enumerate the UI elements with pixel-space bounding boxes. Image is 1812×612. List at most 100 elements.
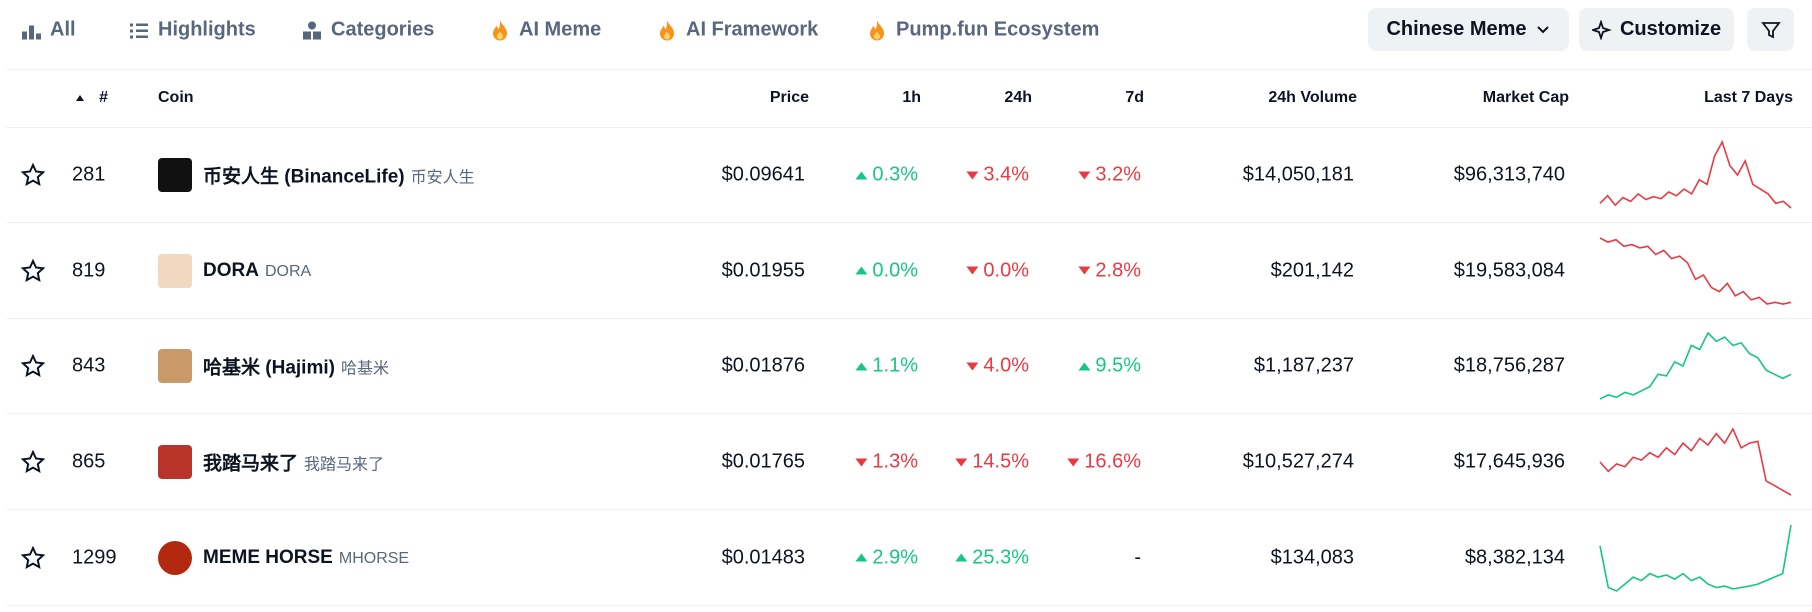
column-header: Last 7 Days — [1704, 89, 1793, 106]
change-value: - — [1134, 546, 1141, 569]
coin-name-cell[interactable]: MEME HORSE MHORSE — [203, 547, 409, 569]
filter-button[interactable] — [1747, 8, 1794, 51]
coin-name-cell[interactable]: 我踏马来了 我踏马来了 — [203, 449, 384, 476]
change-value: 2.8% — [1095, 259, 1141, 282]
row-divider — [6, 604, 1812, 606]
tab-icon — [22, 25, 41, 39]
sparkline-path — [1599, 236, 1792, 305]
tab[interactable]: AI Meme — [489, 19, 601, 42]
dropdown-label: Chinese Meme — [1386, 18, 1527, 40]
rank: 843 — [72, 354, 106, 377]
customize-button[interactable]: Customize — [1579, 8, 1734, 51]
coin-name: 哈基米 (Hajimi) — [203, 357, 335, 379]
star-icon[interactable] — [21, 545, 45, 570]
volume: $1,187,237 — [1253, 354, 1354, 377]
category-dropdown[interactable]: Chinese Meme — [1368, 8, 1569, 51]
change-arrow — [966, 171, 979, 179]
change-value: 0.0% — [872, 259, 918, 282]
sort-arrow[interactable] — [75, 93, 85, 103]
percent-change: 9.5% — [1078, 355, 1141, 378]
tab-label: Pump.fun Ecosystem — [896, 18, 1100, 41]
button-label: Customize — [1619, 18, 1722, 40]
market-cap: $19,583,084 — [1453, 259, 1565, 282]
change-value: 1.3% — [872, 450, 918, 473]
change-arrow — [955, 553, 968, 562]
sparkline — [1599, 140, 1792, 209]
header-divider — [6, 69, 1812, 70]
chevron — [1536, 25, 1549, 33]
column-header: 24h — [1004, 89, 1032, 106]
coin-symbol: 哈基米 — [340, 360, 389, 378]
change-arrow — [1078, 362, 1091, 371]
volume: $134,083 — [1270, 546, 1354, 569]
percent-change: 0.0% — [966, 259, 1029, 282]
change-value: 3.2% — [1095, 163, 1141, 186]
tab[interactable]: Highlights — [128, 19, 256, 42]
coin-icon — [158, 349, 192, 384]
coin-name-cell[interactable]: 哈基米 (Hajimi) 哈基米 — [203, 353, 389, 380]
sparkle-icon — [1591, 19, 1612, 40]
coin-name: 我踏马来了 — [203, 453, 299, 475]
star-icon[interactable] — [21, 354, 45, 378]
column-header: 7d — [1125, 89, 1144, 106]
tab[interactable]: Categories — [301, 19, 434, 42]
tab-label: AI Framework — [686, 18, 819, 41]
coin-name-cell[interactable]: DORA DORA — [203, 260, 311, 282]
star-icon[interactable] — [21, 258, 45, 283]
row-divider — [6, 509, 1812, 511]
market-cap: $96,313,740 — [1453, 163, 1565, 186]
volume: $201,142 — [1270, 259, 1354, 282]
tab[interactable]: Pump.fun Ecosystem — [866, 19, 1099, 42]
percent-change: 2.8% — [1078, 259, 1141, 282]
tab[interactable]: AI Framework — [656, 19, 818, 42]
coin-symbol: MHORSE — [338, 549, 410, 567]
star-icon[interactable] — [21, 450, 45, 474]
rank: 865 — [72, 450, 106, 473]
change-arrow — [855, 458, 868, 467]
change-value: 2.9% — [872, 546, 918, 569]
price: $0.01765 — [721, 450, 805, 473]
change-arrow — [855, 171, 868, 179]
coin-symbol: DORA — [264, 262, 312, 280]
percent-change: 0.3% — [855, 164, 918, 187]
price: $0.01955 — [721, 259, 805, 282]
tab-icon — [870, 20, 884, 40]
coin-name-cell[interactable]: 币安人生 (BinanceLife) 币安人生 — [203, 162, 475, 189]
change-value: 16.6% — [1084, 450, 1141, 473]
change-value: 9.5% — [1095, 354, 1141, 377]
percent-change: 1.3% — [855, 451, 918, 474]
tab-label: AI Meme — [519, 18, 602, 41]
change-value: 0.0% — [983, 259, 1029, 282]
percent-change: 16.6% — [1067, 451, 1141, 474]
price: $0.01876 — [721, 354, 805, 377]
change-arrow — [1078, 266, 1091, 275]
percent-change: - — [1134, 546, 1141, 569]
change-value: 0.3% — [872, 163, 918, 186]
tab-label: Categories — [331, 18, 435, 41]
coin-name: MEME HORSE — [203, 546, 333, 568]
rank: 1299 — [72, 546, 117, 569]
coin-symbol: 币安人生 — [410, 169, 475, 187]
sparkline — [1599, 332, 1792, 401]
sparkline — [1599, 236, 1792, 305]
percent-change: 3.4% — [966, 164, 1029, 187]
star-icon[interactable] — [21, 163, 45, 187]
coin-icon — [158, 445, 192, 480]
row-divider — [6, 413, 1812, 415]
tab-icon — [130, 23, 148, 38]
market-cap: $17,645,936 — [1453, 450, 1565, 473]
rank: 281 — [72, 163, 106, 186]
coin-name: 币安人生 (BinanceLife) — [203, 166, 405, 188]
column-header: 24h Volume — [1268, 89, 1357, 106]
change-value: 25.3% — [972, 546, 1029, 569]
column-header: Coin — [158, 89, 194, 106]
row-divider — [6, 222, 1812, 223]
tab[interactable]: All — [20, 19, 76, 42]
percent-change: 3.2% — [1078, 164, 1141, 187]
column-header: 1h — [902, 89, 921, 106]
market-cap: $18,756,287 — [1453, 354, 1565, 377]
volume: $14,050,181 — [1242, 163, 1354, 186]
market-cap: $8,382,134 — [1464, 546, 1565, 569]
change-value: 3.4% — [983, 163, 1029, 186]
